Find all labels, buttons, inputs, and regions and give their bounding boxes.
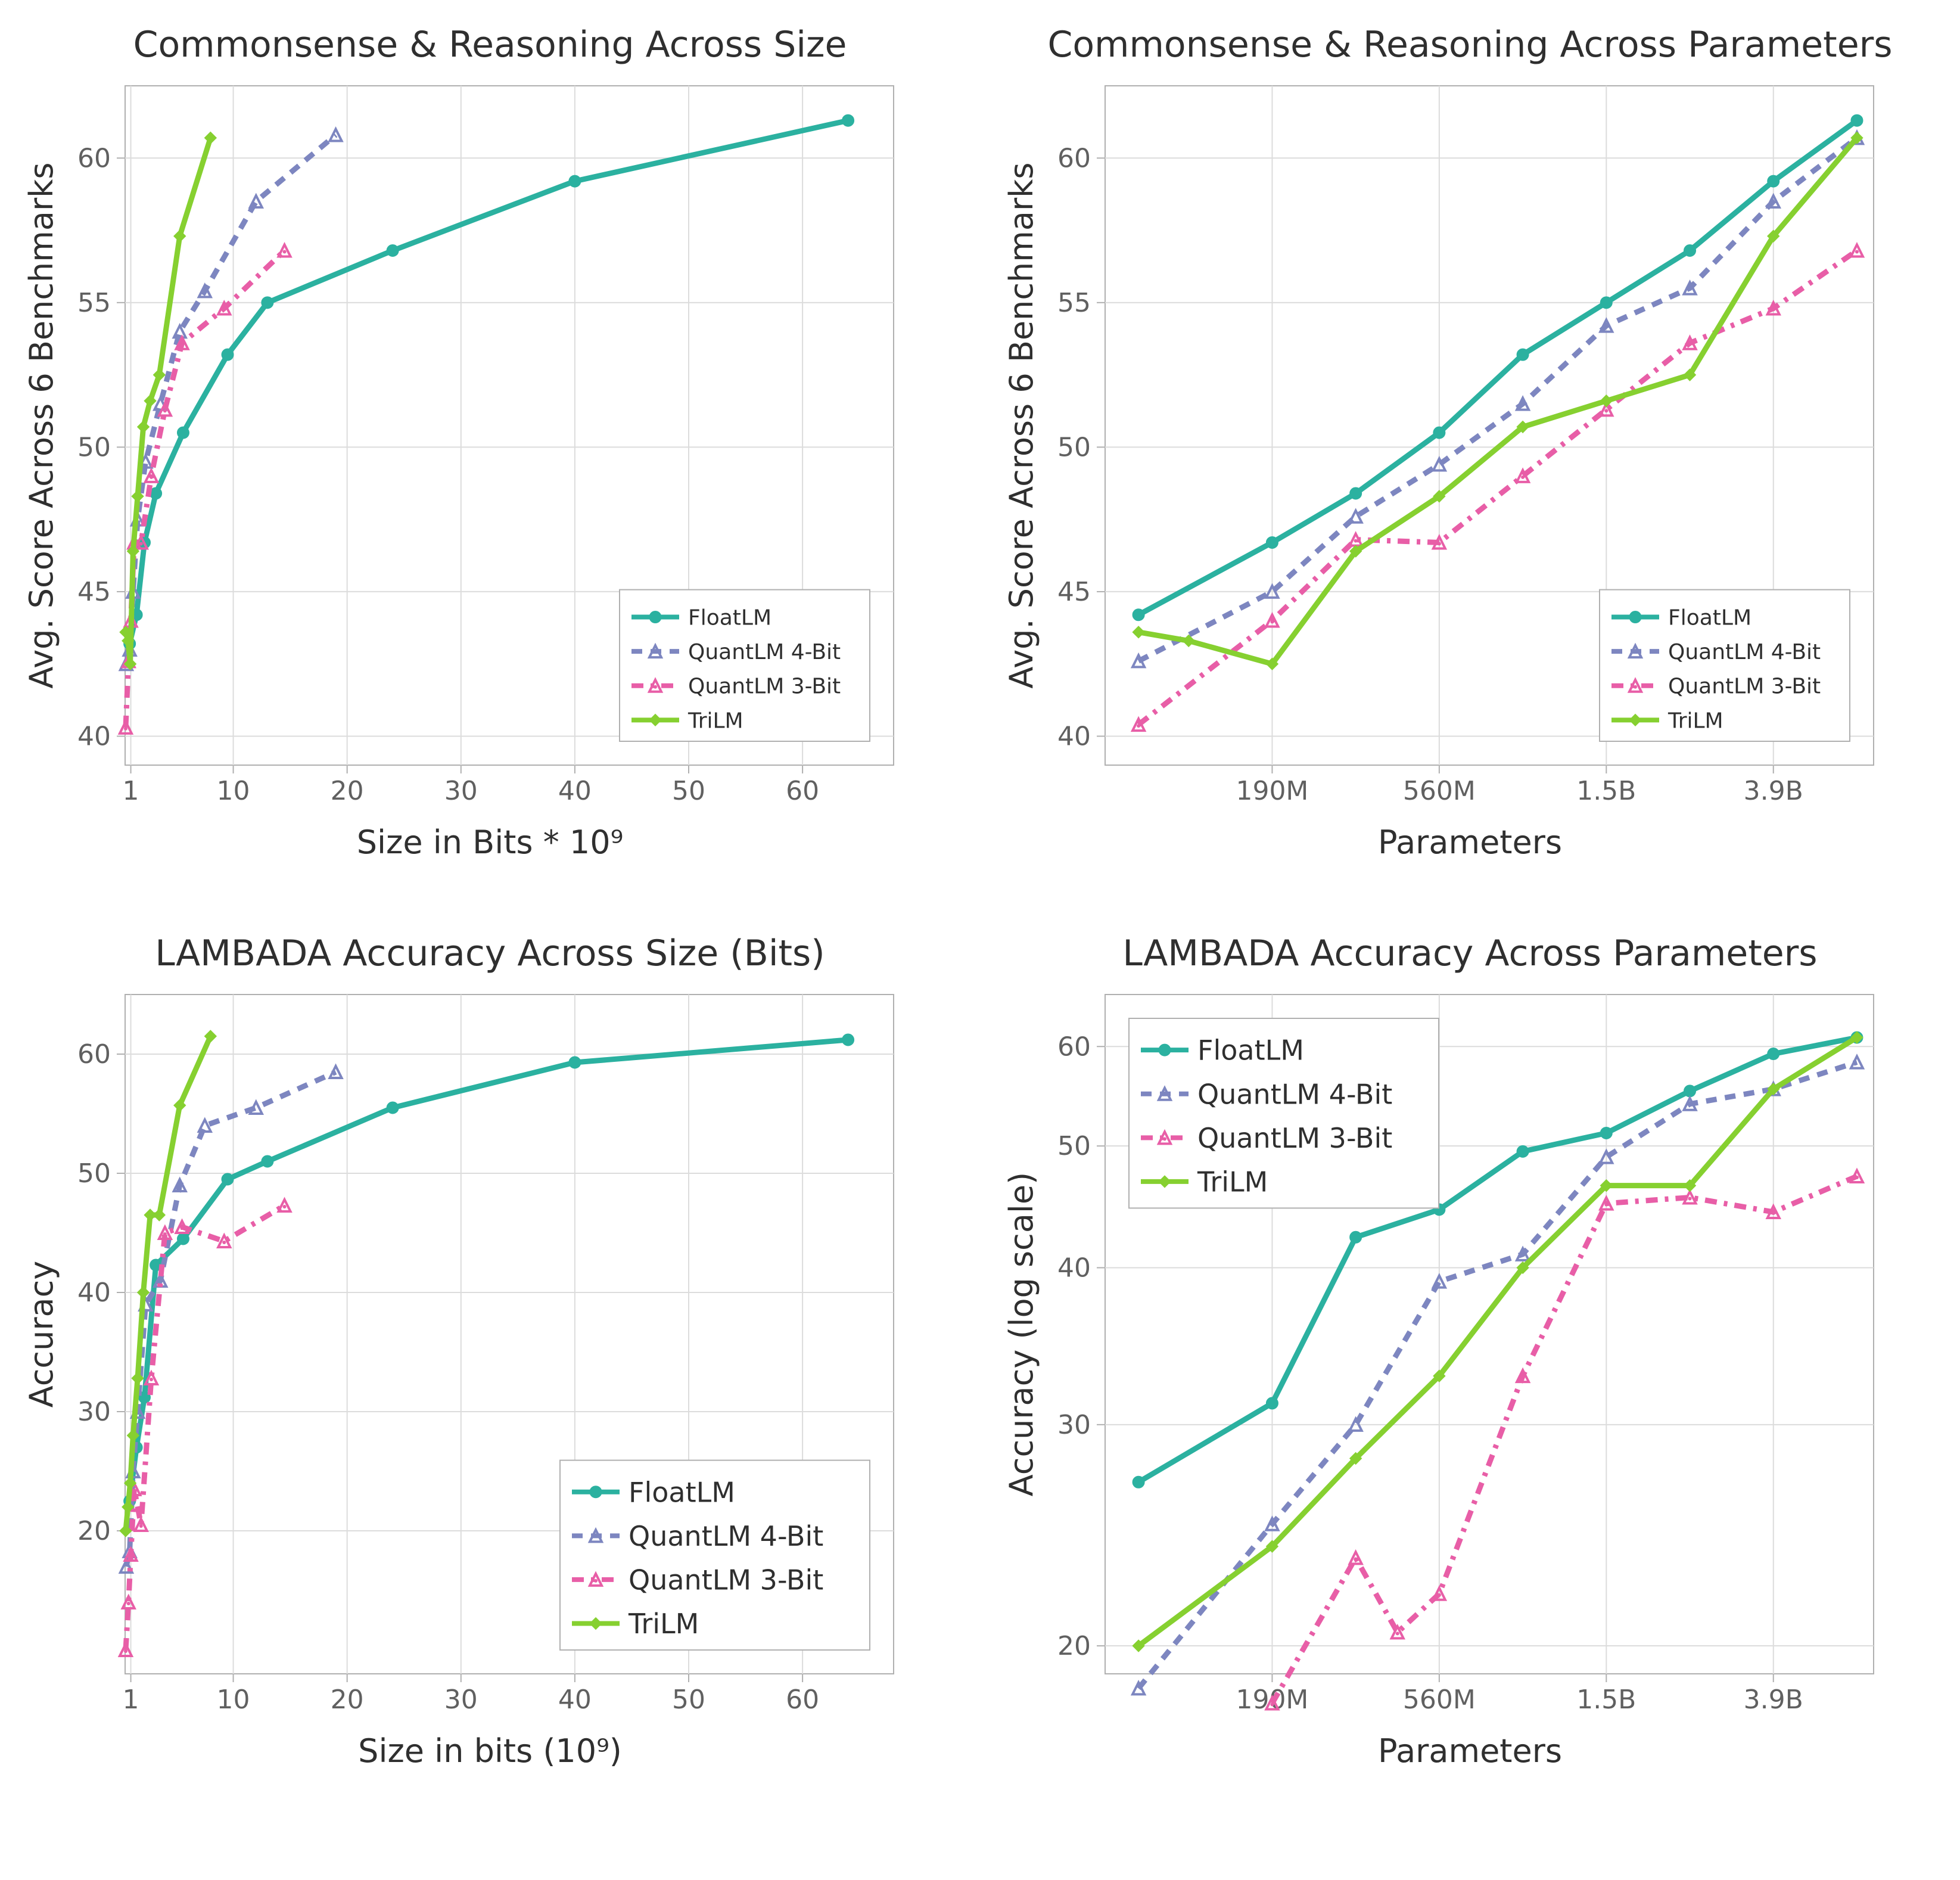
- svg-text:FloatLM: FloatLM: [1668, 605, 1751, 630]
- svg-text:55: 55: [1057, 288, 1091, 318]
- svg-text:190M: 190M: [1236, 776, 1308, 806]
- svg-text:1.5B: 1.5B: [1576, 776, 1636, 806]
- svg-text:40: 40: [1057, 721, 1091, 751]
- svg-text:60: 60: [1057, 1031, 1091, 1062]
- svg-text:60: 60: [77, 1039, 111, 1070]
- svg-text:20: 20: [331, 776, 364, 806]
- svg-text:FloatLM: FloatLM: [629, 1476, 735, 1508]
- svg-text:50: 50: [77, 1158, 111, 1189]
- svg-text:55: 55: [77, 288, 111, 318]
- chart-bl: 1 10 20 30 40 50 60 20 30 40 50 60 Accuracy FloatLM Qu…: [24, 977, 917, 1727]
- svg-text:TriLM: TriLM: [1667, 709, 1723, 733]
- svg-text:QuantLM 3-Bit: QuantLM 3-Bit: [629, 1564, 823, 1596]
- panel-bl-title: LAMBADA Accuracy Across Size (Bits): [24, 933, 956, 974]
- svg-text:50: 50: [672, 776, 705, 806]
- svg-text:1.5B: 1.5B: [1576, 1685, 1636, 1715]
- svg-text:40: 40: [558, 1685, 592, 1715]
- svg-text:TriLM: TriLM: [687, 709, 743, 733]
- panel-br-title: LAMBADA Accuracy Across Parameters: [1004, 933, 1936, 974]
- svg-text:60: 60: [786, 1685, 819, 1715]
- svg-text:560M: 560M: [1403, 1685, 1476, 1715]
- svg-text:QuantLM 4-Bit: QuantLM 4-Bit: [1197, 1078, 1392, 1110]
- svg-text:45: 45: [1057, 577, 1091, 607]
- chart-tr: 190M 560M 1.5B 3.9B 40 45 50 55 60 Avg. Score Acr…: [1004, 68, 1897, 819]
- chart-tl: 1 10 20 30 40 50 60 40 45 50 55 60 Avg. Score Across…: [24, 68, 917, 819]
- svg-text:40: 40: [77, 1278, 111, 1308]
- svg-text:3.9B: 3.9B: [1744, 776, 1803, 806]
- panel-br-xlabel: Parameters: [1004, 1732, 1936, 1770]
- svg-text:TriLM: TriLM: [1197, 1166, 1268, 1198]
- svg-text:20: 20: [1057, 1631, 1091, 1661]
- svg-text:30: 30: [444, 1685, 478, 1715]
- svg-text:10: 10: [217, 776, 250, 806]
- panel-bottom-left: LAMBADA Accuracy Across Size (Bits) 1 10 2…: [24, 933, 956, 1770]
- svg-text:QuantLM 4-Bit: QuantLM 4-Bit: [629, 1520, 823, 1552]
- figure-grid: Commonsense & Reasoning Across Size 1 10 2…: [0, 0, 1960, 1806]
- svg-text:FloatLM: FloatLM: [1197, 1034, 1304, 1067]
- svg-text:QuantLM 3-Bit: QuantLM 3-Bit: [1668, 675, 1821, 699]
- svg-text:10: 10: [217, 1685, 250, 1715]
- svg-text:60: 60: [77, 143, 111, 173]
- svg-text:QuantLM 4-Bit: QuantLM 4-Bit: [1668, 640, 1821, 664]
- svg-text:20: 20: [77, 1516, 111, 1546]
- svg-text:QuantLM 4-Bit: QuantLM 4-Bit: [688, 640, 841, 664]
- svg-text:1: 1: [123, 776, 139, 806]
- svg-text:40: 40: [1057, 1253, 1091, 1283]
- svg-text:3.9B: 3.9B: [1744, 1685, 1803, 1715]
- svg-text:TriLM: TriLM: [628, 1608, 699, 1640]
- svg-text:Avg. Score Across 6 Benchmarks: Avg. Score Across 6 Benchmarks: [24, 162, 60, 688]
- svg-text:45: 45: [77, 577, 111, 607]
- panel-top-left: Commonsense & Reasoning Across Size 1 10 2…: [24, 24, 956, 861]
- svg-text:QuantLM 3-Bit: QuantLM 3-Bit: [688, 675, 841, 699]
- panel-tl-xlabel: Size in Bits * 10⁹: [24, 824, 956, 861]
- svg-text:Accuracy (log scale): Accuracy (log scale): [1004, 1172, 1040, 1496]
- svg-text:30: 30: [444, 776, 478, 806]
- svg-text:QuantLM 3-Bit: QuantLM 3-Bit: [1197, 1122, 1392, 1154]
- panel-tl-title: Commonsense & Reasoning Across Size: [24, 24, 956, 66]
- svg-text:50: 50: [1057, 432, 1091, 462]
- svg-text:60: 60: [786, 776, 819, 806]
- svg-text:50: 50: [77, 432, 111, 462]
- svg-text:60: 60: [1057, 143, 1091, 173]
- chart-br: 190M560M1.5B3.9B2030405060Accuracy (log …: [1004, 977, 1897, 1727]
- svg-text:30: 30: [77, 1397, 111, 1427]
- panel-bottom-right: LAMBADA Accuracy Across Parameters 190M5…: [1004, 933, 1936, 1770]
- svg-text:1: 1: [123, 1685, 139, 1715]
- svg-text:Avg. Score Across 6 Benchmarks: Avg. Score Across 6 Benchmarks: [1004, 162, 1040, 688]
- panel-tr-title: Commonsense & Reasoning Across Parameter…: [1004, 24, 1936, 66]
- panel-bl-xlabel: Size in bits (10⁹): [24, 1732, 956, 1770]
- svg-text:50: 50: [1057, 1131, 1091, 1161]
- svg-text:560M: 560M: [1403, 776, 1476, 806]
- svg-text:40: 40: [558, 776, 592, 806]
- svg-text:40: 40: [77, 721, 111, 751]
- svg-text:Accuracy: Accuracy: [24, 1261, 60, 1408]
- panel-top-right: Commonsense & Reasoning Across Parameter…: [1004, 24, 1936, 861]
- svg-text:20: 20: [331, 1685, 364, 1715]
- svg-text:30: 30: [1057, 1410, 1091, 1440]
- svg-text:50: 50: [672, 1685, 705, 1715]
- svg-text:FloatLM: FloatLM: [688, 605, 771, 630]
- panel-tr-xlabel: Parameters: [1004, 824, 1936, 861]
